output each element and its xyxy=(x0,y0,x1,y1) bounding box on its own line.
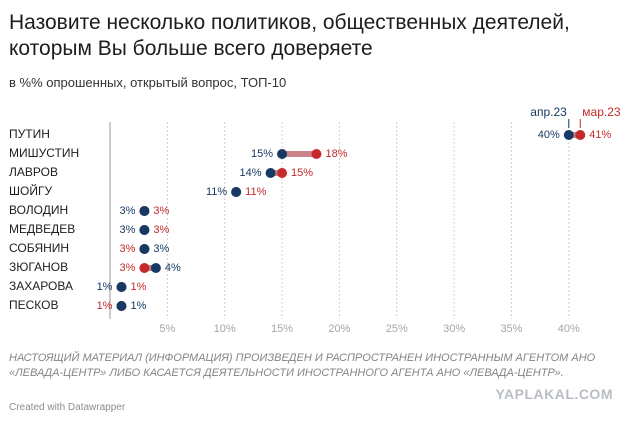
x-tick-label: 40% xyxy=(558,323,580,335)
value-label-right: 3% xyxy=(153,243,169,255)
value-label-right: 4% xyxy=(165,262,181,274)
watermark: YAPLAKAL.COM xyxy=(495,386,613,402)
value-label-right: 1% xyxy=(130,281,146,293)
value-label-right: 41% xyxy=(589,129,611,141)
value-label-right: 3% xyxy=(153,224,169,236)
category-label: СОБЯНИН xyxy=(9,241,69,255)
chart-title: Назовите несколько политиков, общественн… xyxy=(9,11,570,60)
legend-label-apr: апр.23 xyxy=(530,105,567,119)
value-label-left: 3% xyxy=(120,243,136,255)
dot-apr xyxy=(139,206,150,216)
dot-range-chart: 5% 10% 15% 20% 25% 30% 35% 40% апр.23 мар.23 ПУТИН… xyxy=(9,105,621,335)
category-label: МИШУСТИН xyxy=(9,146,79,160)
value-label-left: 11% xyxy=(206,186,227,198)
value-label-right: 11% xyxy=(245,186,266,198)
category-label: ПЕСКОВ xyxy=(9,298,59,312)
category-label: ЛАВРОВ xyxy=(9,165,58,179)
category-label: ШОЙГУ xyxy=(9,183,52,198)
value-label-right: 15% xyxy=(291,167,313,179)
x-tick-label: 20% xyxy=(328,323,350,335)
dot-apr xyxy=(139,244,150,254)
dot-apr xyxy=(231,187,242,197)
dot-apr xyxy=(116,301,127,311)
x-tick-label: 30% xyxy=(443,323,465,335)
category-label: ЗЮГАНОВ xyxy=(9,260,68,274)
value-label-left: 14% xyxy=(240,167,262,179)
dot-mar xyxy=(277,168,288,178)
value-label-left: 3% xyxy=(120,262,136,274)
x-tick-label: 5% xyxy=(159,323,175,335)
dot-mar xyxy=(575,130,586,140)
dot-apr xyxy=(265,168,276,178)
x-tick-label: 10% xyxy=(214,323,236,335)
dot-apr xyxy=(116,282,127,292)
value-label-right: 3% xyxy=(153,205,169,217)
dot-apr xyxy=(139,225,150,235)
value-label-left: 15% xyxy=(251,148,273,160)
dot-apr xyxy=(563,130,574,140)
value-label-right: 18% xyxy=(325,148,347,160)
value-label-left: 1% xyxy=(97,300,113,312)
dot-mar xyxy=(139,263,150,273)
dot-apr xyxy=(150,263,161,273)
value-label-left: 3% xyxy=(120,224,136,236)
value-label-right: 1% xyxy=(130,300,146,312)
value-label-left: 1% xyxy=(97,281,113,293)
foreign-agent-note: НАСТОЯЩИЙ МАТЕРИАЛ (ИНФОРМАЦИЯ) ПРОИЗВЕД… xyxy=(9,352,596,379)
x-tick-label: 35% xyxy=(500,323,522,335)
category-label: ПУТИН xyxy=(9,127,50,141)
value-label-left: 3% xyxy=(120,205,136,217)
value-label-left: 40% xyxy=(538,129,560,141)
dot-apr xyxy=(277,149,288,159)
chart-subtitle: в %% опрошенных, открытый вопрос, ТОП-10 xyxy=(9,75,287,90)
dot-mar xyxy=(311,149,322,159)
category-label: ВОЛОДИН xyxy=(9,203,68,217)
category-label: ЗАХАРОВА xyxy=(9,279,73,293)
datawrapper-credit: Created with Datawrapper xyxy=(9,402,126,413)
x-tick-label: 15% xyxy=(271,323,293,335)
category-label: МЕДВЕДЕВ xyxy=(9,222,75,236)
legend-label-mar: мар.23 xyxy=(582,105,621,119)
x-tick-label: 25% xyxy=(386,323,408,335)
